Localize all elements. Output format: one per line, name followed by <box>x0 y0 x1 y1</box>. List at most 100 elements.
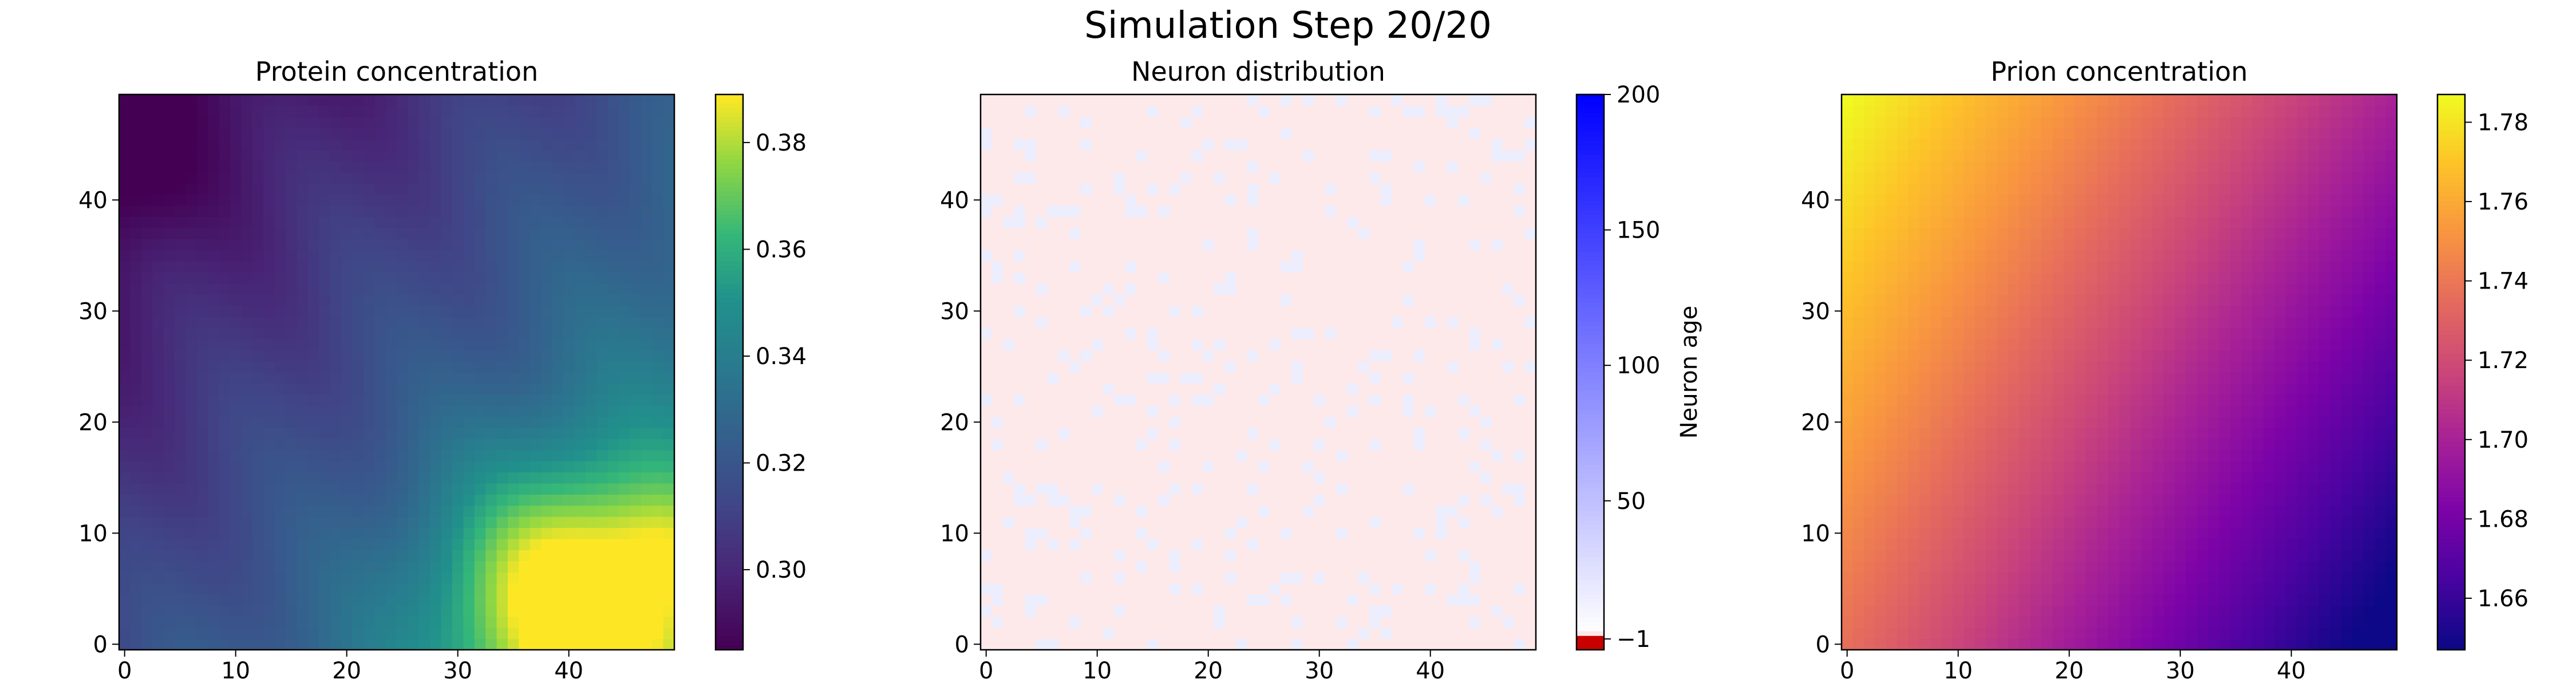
heatmap-cell <box>1169 505 1181 517</box>
heatmap-cell <box>185 361 197 373</box>
heatmap-cell <box>574 416 586 428</box>
heatmap-cell <box>563 227 575 239</box>
heatmap-cell <box>1258 428 1270 439</box>
heatmap-cell <box>1291 350 1303 362</box>
heatmap-cell <box>130 383 142 395</box>
heatmap-cell <box>1258 550 1270 562</box>
heatmap-cell <box>119 350 131 362</box>
heatmap-cell <box>1147 516 1159 528</box>
heatmap-cell <box>1425 539 1436 550</box>
heatmap-cell <box>1191 405 1203 417</box>
heatmap-cell <box>441 583 453 595</box>
heatmap-cell <box>552 150 564 161</box>
heatmap-cell <box>319 461 331 473</box>
heatmap-cell <box>1103 272 1115 284</box>
heatmap-cell <box>1069 183 1081 195</box>
heatmap-cell <box>175 105 186 117</box>
heatmap-cell <box>607 350 619 362</box>
heatmap-cell <box>1224 616 1236 628</box>
heatmap-cell <box>141 372 153 384</box>
heatmap-cell <box>452 550 464 562</box>
heatmap-cell <box>297 239 309 251</box>
heatmap-cell <box>1280 439 1292 451</box>
heatmap-cell <box>574 317 586 328</box>
heatmap-cell <box>1380 550 1392 562</box>
heatmap-cell <box>408 472 420 484</box>
heatmap-cell <box>286 638 297 650</box>
heatmap-cell <box>1103 338 1115 350</box>
heatmap-cell <box>385 216 397 228</box>
heatmap-cell <box>541 150 553 161</box>
heatmap-cell <box>1169 239 1181 251</box>
heatmap-cell <box>585 250 597 262</box>
heatmap-cell <box>274 383 286 395</box>
colorbar-segment <box>716 270 743 276</box>
heatmap-cell <box>185 449 197 461</box>
heatmap-cell <box>208 550 220 562</box>
heatmap-cell <box>196 227 208 239</box>
heatmap-cell <box>163 560 175 572</box>
heatmap-cell <box>1203 572 1214 584</box>
heatmap-cell <box>141 516 153 528</box>
heatmap-cell <box>1258 216 1270 228</box>
heatmap-cell <box>1314 550 1325 562</box>
heatmap-cell <box>1524 449 1536 461</box>
heatmap-cell <box>1047 527 1059 539</box>
heatmap-cell <box>1224 527 1236 539</box>
heatmap-cell <box>607 372 619 384</box>
heatmap-cell <box>363 572 375 584</box>
heatmap-cell <box>1113 638 1125 650</box>
heatmap-cell <box>418 394 430 406</box>
heatmap-cell <box>286 161 297 173</box>
heatmap-cell <box>408 250 420 262</box>
heatmap-cell <box>1125 294 1137 306</box>
heatmap-cell <box>1203 172 1214 184</box>
heatmap-cell <box>1025 294 1037 306</box>
colorbar-segment <box>716 599 743 604</box>
heatmap-cell <box>1203 405 1214 417</box>
heatmap-cell <box>607 638 619 650</box>
heatmap-cell <box>263 572 275 584</box>
heatmap-cell <box>1036 550 1048 562</box>
heatmap-cell <box>1180 583 1192 595</box>
heatmap-cell <box>474 527 486 539</box>
heatmap-cell <box>152 483 164 495</box>
heatmap-cell <box>1480 550 1492 562</box>
heatmap-cell <box>991 527 1003 539</box>
heatmap-cell <box>319 128 331 140</box>
heatmap-cell <box>663 294 675 306</box>
heatmap-cell <box>452 572 464 584</box>
heatmap-cell <box>463 350 475 362</box>
heatmap-cell <box>574 172 586 184</box>
heatmap-cell <box>1247 172 1259 184</box>
heatmap-cell <box>341 272 353 284</box>
heatmap-cell <box>319 361 331 373</box>
heatmap-cell <box>585 583 597 595</box>
heatmap-cell <box>1291 560 1303 572</box>
heatmap-cell <box>1214 461 1226 473</box>
heatmap-cell <box>286 305 297 317</box>
heatmap-cell <box>430 94 442 106</box>
heatmap-cell <box>219 227 231 239</box>
heatmap-cell <box>1169 605 1181 617</box>
heatmap-cell <box>585 150 597 161</box>
heatmap-cell <box>1436 505 1448 517</box>
heatmap-cell <box>1280 150 1292 161</box>
heatmap-cell <box>1291 216 1303 228</box>
heatmap-cell <box>307 139 319 151</box>
heatmap-cell <box>418 272 430 284</box>
heatmap-cell <box>1203 494 1214 506</box>
heatmap-cell <box>563 139 575 151</box>
heatmap-cell <box>1258 583 1270 595</box>
heatmap-cell <box>485 638 497 650</box>
heatmap-cell <box>430 216 442 228</box>
heatmap-cell <box>241 317 253 328</box>
heatmap-cell <box>152 550 164 562</box>
heatmap-cell <box>1369 194 1381 206</box>
heatmap-cell <box>1502 372 1514 384</box>
heatmap-cell <box>319 372 331 384</box>
heatmap-cell <box>663 372 675 384</box>
heatmap-cell <box>1169 383 1181 395</box>
heatmap-cell <box>1203 317 1214 328</box>
colorbar-segment <box>716 575 743 581</box>
